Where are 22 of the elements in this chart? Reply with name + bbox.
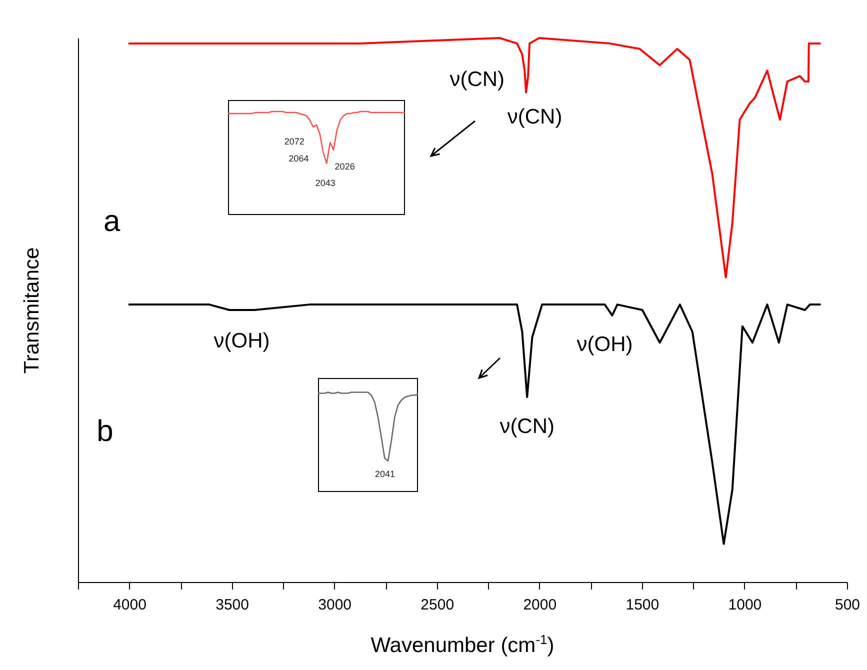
annotation: 2026 (334, 162, 355, 172)
annotation: 2041 (374, 468, 396, 479)
x-tick-label: 500 (834, 596, 860, 614)
annotation: ν(OH) (214, 330, 270, 353)
y-axis-title: Transmitance (20, 247, 44, 374)
annotation: 2043 (315, 178, 336, 188)
x-tick-label: 1000 (728, 596, 762, 614)
x-tick-label: 3500 (216, 596, 249, 614)
annotation: 2072 (284, 136, 304, 146)
x-tick-label: 3000 (318, 596, 352, 614)
x-tick-label: 1500 (626, 596, 660, 614)
x-tick-label: 2500 (420, 596, 454, 614)
annotation: ν(OH) (576, 333, 633, 356)
annotation: ν(CN) (507, 105, 562, 128)
x-tick-label: 4000 (113, 596, 146, 614)
annotation: 2064 (288, 154, 309, 164)
annotation: ν(CN) (450, 68, 505, 92)
x-axis-title: Wavenumber (cm$^{-1}$) (370, 632, 556, 658)
x-tick-label: 2000 (523, 596, 557, 614)
annotation: ν(CN) (500, 414, 555, 438)
annotation: b (96, 414, 114, 448)
annotation: a (103, 205, 120, 238)
